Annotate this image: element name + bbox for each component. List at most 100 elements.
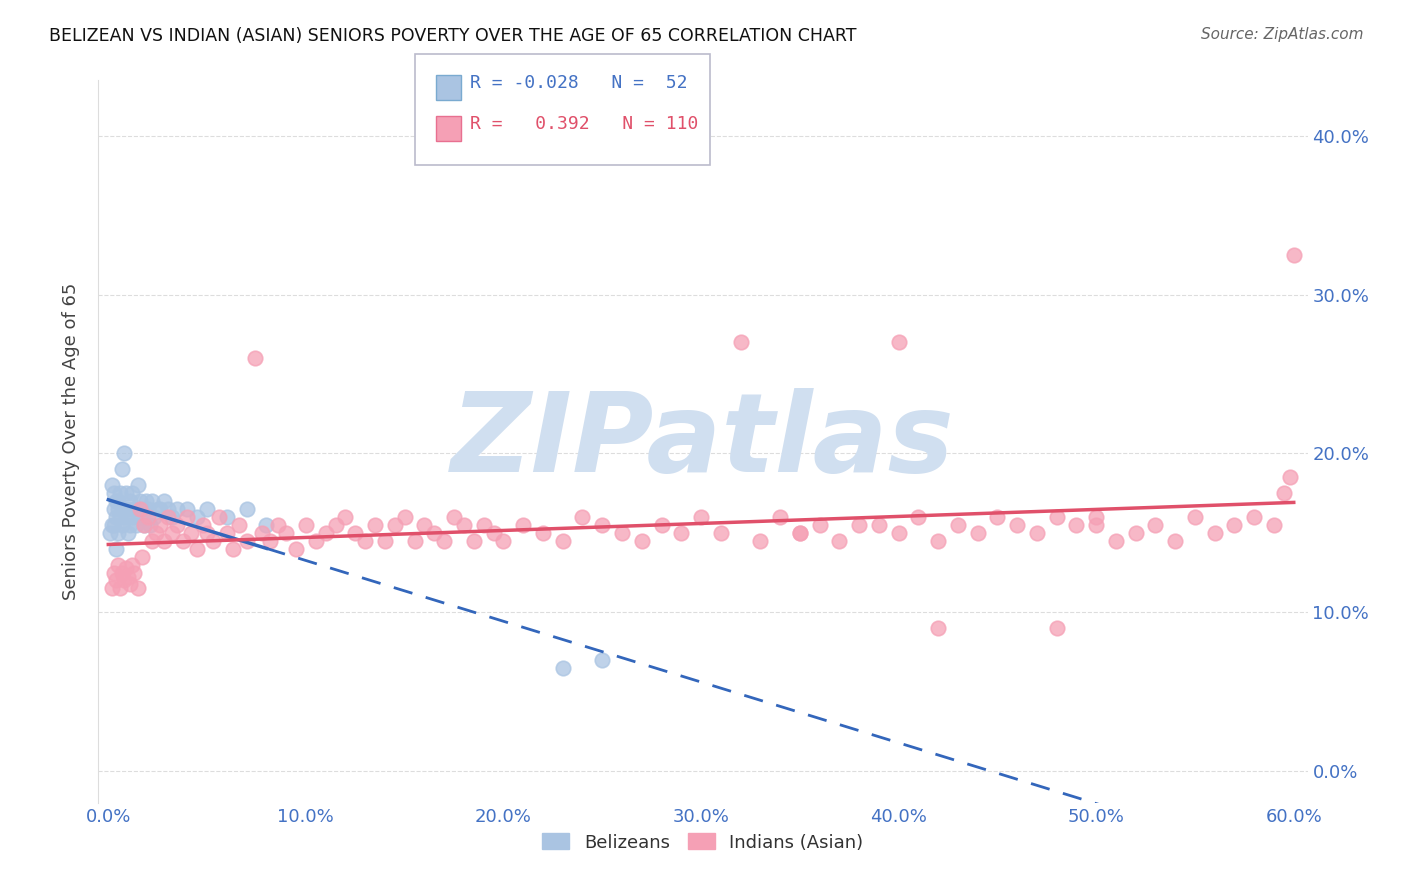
Point — [394, 510, 416, 524]
Point — [1282, 248, 1305, 262]
Point — [191, 517, 214, 532]
Point — [1263, 517, 1285, 532]
Point — [139, 517, 162, 532]
Point — [295, 517, 318, 532]
Point — [235, 502, 257, 516]
Point — [927, 621, 949, 635]
Point — [1085, 517, 1108, 532]
Point — [112, 574, 135, 588]
Point — [1223, 517, 1246, 532]
Point — [115, 486, 138, 500]
Point — [848, 517, 870, 532]
Point — [1272, 486, 1295, 500]
Point — [222, 541, 245, 556]
Point — [111, 517, 134, 532]
Point — [149, 502, 172, 516]
Point — [141, 494, 163, 508]
Point — [344, 525, 367, 540]
Point — [315, 525, 337, 540]
Point — [887, 335, 910, 350]
Point — [364, 517, 387, 532]
Point — [907, 510, 929, 524]
Point — [610, 525, 633, 540]
Point — [111, 566, 134, 580]
Point — [105, 510, 128, 524]
Point — [215, 525, 238, 540]
Point — [463, 533, 485, 548]
Point — [789, 525, 811, 540]
Point — [267, 517, 290, 532]
Point — [384, 517, 406, 532]
Point — [551, 661, 574, 675]
Point — [108, 486, 131, 500]
Point — [551, 533, 574, 548]
Point — [98, 525, 121, 540]
Point — [305, 533, 328, 548]
Legend: Belizeans, Indians (Asian): Belizeans, Indians (Asian) — [536, 826, 870, 859]
Point — [129, 502, 152, 516]
Point — [235, 533, 257, 548]
Point — [145, 525, 167, 540]
Point — [118, 494, 141, 508]
Point — [117, 525, 139, 540]
Point — [176, 510, 198, 524]
Point — [1184, 510, 1206, 524]
Point — [413, 517, 436, 532]
Point — [117, 502, 139, 516]
Point — [156, 510, 179, 524]
Point — [136, 502, 159, 516]
Point — [202, 533, 225, 548]
Point — [1066, 517, 1088, 532]
Point — [176, 502, 198, 516]
Point — [136, 510, 159, 524]
Point — [1025, 525, 1047, 540]
Text: R =   0.392   N = 110: R = 0.392 N = 110 — [470, 115, 697, 133]
Point — [105, 574, 128, 588]
Point — [166, 502, 188, 516]
Point — [101, 478, 124, 492]
Point — [129, 494, 152, 508]
Point — [252, 525, 274, 540]
Point — [1164, 533, 1187, 548]
Point — [630, 533, 652, 548]
Point — [195, 502, 218, 516]
Point — [443, 510, 465, 524]
Text: R = -0.028   N =  52: R = -0.028 N = 52 — [470, 74, 688, 92]
Point — [730, 335, 752, 350]
Point — [160, 525, 183, 540]
Point — [228, 517, 250, 532]
Point — [118, 576, 141, 591]
Point — [122, 502, 145, 516]
Point — [103, 486, 125, 500]
Point — [127, 478, 149, 492]
Point — [986, 510, 1008, 524]
Point — [208, 510, 231, 524]
Point — [325, 517, 347, 532]
Point — [152, 494, 174, 508]
Point — [186, 510, 208, 524]
Point — [808, 517, 831, 532]
Point — [105, 494, 128, 508]
Point — [453, 517, 475, 532]
Point — [135, 494, 157, 508]
Point — [132, 517, 155, 532]
Point — [828, 533, 851, 548]
Point — [103, 517, 125, 532]
Point — [108, 582, 131, 596]
Point — [131, 502, 153, 516]
Point — [472, 517, 495, 532]
Point — [115, 510, 138, 524]
Point — [195, 525, 218, 540]
Point — [650, 517, 672, 532]
Point — [591, 517, 613, 532]
Point — [146, 502, 169, 516]
Point — [105, 541, 128, 556]
Point — [1144, 517, 1167, 532]
Point — [1105, 533, 1128, 548]
Point — [121, 510, 143, 524]
Point — [690, 510, 713, 524]
Point — [111, 462, 134, 476]
Point — [107, 558, 129, 572]
Point — [108, 510, 131, 524]
Point — [571, 510, 593, 524]
